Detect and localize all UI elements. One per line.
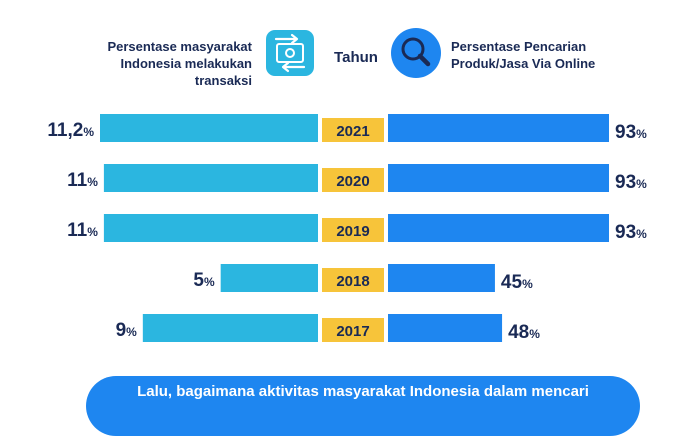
year-label-2019: 2019 [336,223,369,240]
right-series-label-line2: Produk/Jasa Via Online [451,56,596,71]
left-series-label-line1: Persentase masyarakat [107,39,252,54]
right-value-2019: 93% [615,222,647,243]
right-bar-2019 [388,214,609,242]
left-bar-2021 [100,114,318,142]
left-bar-2018 [220,264,318,292]
year-label-2020: 2020 [336,173,369,190]
year-badge-2018 [322,268,384,292]
year-column-title: Tahun [334,49,378,66]
right-bar-2020 [388,164,609,192]
left-bar-2019 [103,214,319,242]
year-label-2018: 2018 [336,273,369,290]
right-value-2018: 45% [501,272,533,293]
footer-question: Lalu, bagaimana aktivitas masyarakat Ind… [137,383,589,400]
right-bar-2017 [388,314,503,342]
right-value-2017: 48% [508,322,540,343]
left-value-2018: 5% [193,270,215,291]
right-bar-2021 [388,114,609,142]
year-label-2017: 2017 [336,323,369,340]
year-label-2021: 2021 [336,123,369,140]
left-series-label: Persentase masyarakat Indonesia melakuka… [60,38,252,89]
left-bar-2020 [103,164,319,192]
left-bar-2017 [142,314,318,342]
right-value-2021: 93% [615,122,647,143]
right-bar-2018 [388,264,495,292]
left-value-2019: 11% [67,220,98,241]
right-value-2020: 93% [615,172,647,193]
left-value-2021: 11,2% [47,120,94,141]
right-series-label-line1: Persentase Pencarian [451,39,587,54]
year-badge-2019 [322,218,384,242]
year-badge-2021 [322,118,384,142]
left-series-label-line2: Indonesia melakukan transaksi [120,56,253,88]
right-series-label: Persentase Pencarian Produk/Jasa Via Onl… [451,38,651,72]
money-transfer-icon [266,30,314,76]
butterfly-bar-chart: 2021 11,2% 93% 2020 11% 93% 2019 11% 93% 2018 5% 45… [47,114,647,343]
magnifier-icon [391,28,441,78]
left-value-2020: 11% [67,170,98,191]
year-badge-2017 [322,318,384,342]
left-value-2017: 9% [116,320,138,341]
year-badge-2020 [322,168,384,192]
